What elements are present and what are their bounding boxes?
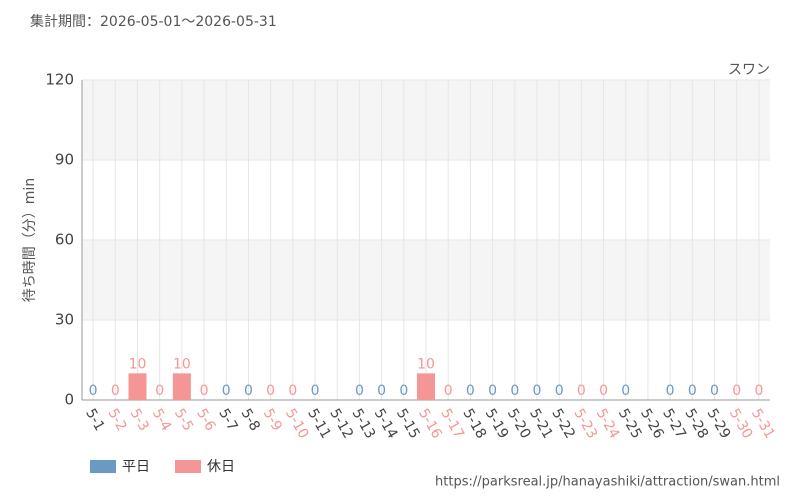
source-url: https://parksreal.jp/hanayashiki/attract… xyxy=(435,475,780,490)
value-label: 0 xyxy=(155,383,164,399)
y-tick-label: 30 xyxy=(55,311,74,329)
value-label: 0 xyxy=(222,383,231,399)
value-label: 10 xyxy=(129,356,147,372)
value-label: 0 xyxy=(311,383,320,399)
value-label: 0 xyxy=(599,383,608,399)
x-tick-label: 5-7 xyxy=(215,406,240,434)
x-tick-label: 5-5 xyxy=(171,406,196,434)
bar xyxy=(417,373,435,400)
value-label: 0 xyxy=(533,383,542,399)
value-label: 0 xyxy=(377,383,386,399)
legend-label: 休日 xyxy=(207,459,235,475)
x-tick-label: 5-3 xyxy=(127,406,152,434)
value-label: 0 xyxy=(466,383,475,399)
value-label: 0 xyxy=(732,383,741,399)
chart-title: 集計期間：2026-05-01～2026-05-31 xyxy=(30,13,277,30)
x-tick-label: 5-9 xyxy=(260,406,285,434)
value-label: 0 xyxy=(710,383,719,399)
value-label: 0 xyxy=(621,383,630,399)
x-tick-label: 5-6 xyxy=(193,406,218,434)
value-label: 0 xyxy=(399,383,408,399)
x-tick-label: 5-2 xyxy=(104,406,129,434)
y-tick-label: 120 xyxy=(45,71,74,89)
legend-swatch xyxy=(175,460,201,473)
value-label: 0 xyxy=(577,383,586,399)
value-label: 0 xyxy=(355,383,364,399)
value-label: 0 xyxy=(754,383,763,399)
x-tick-label: 5-31 xyxy=(748,406,778,442)
value-label: 0 xyxy=(89,383,98,399)
value-label: 0 xyxy=(111,383,120,399)
y-tick-label: 60 xyxy=(55,231,74,249)
x-tick-label: 5-1 xyxy=(82,406,107,434)
value-label: 0 xyxy=(510,383,519,399)
value-label: 0 xyxy=(444,383,453,399)
value-label: 0 xyxy=(266,383,275,399)
legend-swatch xyxy=(90,460,116,473)
y-tick-label: 0 xyxy=(64,391,74,409)
y-tick-label: 90 xyxy=(55,151,74,169)
x-tick-label: 5-4 xyxy=(149,406,174,434)
value-label: 10 xyxy=(173,356,191,372)
value-label: 0 xyxy=(288,383,297,399)
value-label: 0 xyxy=(688,383,697,399)
value-label: 0 xyxy=(555,383,564,399)
x-tick-label: 5-8 xyxy=(238,406,263,434)
value-label: 0 xyxy=(666,383,675,399)
value-label: 0 xyxy=(200,383,209,399)
annotation: スワン xyxy=(728,62,770,78)
value-label: 10 xyxy=(417,356,435,372)
value-label: 0 xyxy=(488,383,497,399)
bar xyxy=(128,373,147,400)
y-axis-label: 待ち時間（分）min xyxy=(22,178,38,302)
bar xyxy=(172,373,191,400)
value-label: 0 xyxy=(244,383,253,399)
legend-label: 平日 xyxy=(122,459,150,475)
